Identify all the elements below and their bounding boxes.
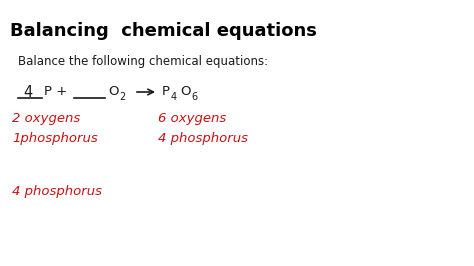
Text: 6 oxygens: 6 oxygens [158,112,226,125]
Text: 2: 2 [119,92,125,102]
Text: O: O [108,85,118,98]
Text: Balancing  chemical equations: Balancing chemical equations [10,22,317,40]
Text: 1phosphorus: 1phosphorus [12,132,98,145]
Text: P: P [162,85,170,98]
Text: O: O [180,85,191,98]
Text: 4 phosphorus: 4 phosphorus [158,132,248,145]
Text: 4: 4 [23,85,33,100]
Text: Balance the following chemical equations:: Balance the following chemical equations… [18,55,268,68]
Text: 6: 6 [191,92,197,102]
Text: 2 oxygens: 2 oxygens [12,112,80,125]
Text: 4: 4 [171,92,177,102]
Text: P +: P + [44,85,67,98]
Text: 4 phosphorus: 4 phosphorus [12,185,102,198]
